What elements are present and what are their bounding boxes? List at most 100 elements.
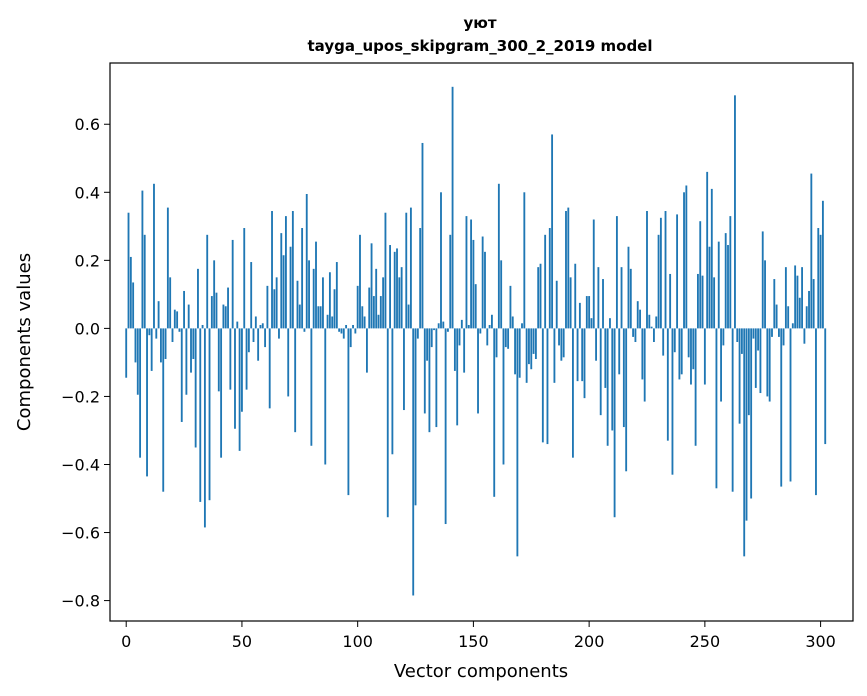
bar-128 xyxy=(421,142,424,329)
x-tick-label: 200 xyxy=(574,632,605,651)
bar-126 xyxy=(416,328,419,339)
bar-181 xyxy=(544,234,547,329)
y-axis-label: Components values xyxy=(14,253,35,431)
bar-218 xyxy=(629,268,632,329)
bar-67 xyxy=(280,233,283,329)
y-axis-ticks: −0.8 −0.6 −0.4 −0.2 0.0 0.2 0.4 0.6 xyxy=(61,115,110,611)
y-tick-label: −0.8 xyxy=(61,592,100,611)
bar-271 xyxy=(752,328,755,339)
bar-7 xyxy=(141,190,144,329)
bar-9 xyxy=(146,328,148,477)
bar-185 xyxy=(553,328,556,383)
bar-51 xyxy=(243,228,246,329)
bar-159 xyxy=(493,328,496,497)
bar-31 xyxy=(197,268,199,329)
bar-1 xyxy=(127,212,130,329)
bar-219 xyxy=(632,328,635,337)
bar-163 xyxy=(502,328,505,465)
bar-78 xyxy=(305,193,308,329)
x-tick-label: 0 xyxy=(121,632,131,651)
bar-244 xyxy=(690,328,692,385)
bar-40 xyxy=(217,328,220,392)
bar-202 xyxy=(592,219,595,329)
bar-258 xyxy=(722,328,725,346)
bar-158 xyxy=(490,314,493,329)
bar-247 xyxy=(696,273,699,329)
bar-186 xyxy=(555,280,558,329)
bar-198 xyxy=(583,328,586,399)
bar-270 xyxy=(750,328,753,499)
bar-93 xyxy=(340,328,343,334)
bar-89 xyxy=(331,316,334,329)
bar-124 xyxy=(412,328,415,596)
bar-65 xyxy=(275,277,278,329)
bar-101 xyxy=(359,234,361,329)
bar-176 xyxy=(532,328,535,354)
bar-91 xyxy=(335,262,338,329)
bar-79 xyxy=(308,260,310,329)
bar-147 xyxy=(465,216,468,329)
bar-276 xyxy=(764,260,766,329)
bar-266 xyxy=(740,328,743,354)
x-tick-label: 250 xyxy=(690,632,721,651)
bar-257 xyxy=(720,328,722,402)
bar-220 xyxy=(634,328,637,342)
bar-228 xyxy=(653,328,655,342)
bar-73 xyxy=(294,328,297,433)
bar-222 xyxy=(639,309,641,329)
bar-178 xyxy=(537,267,540,329)
bar-25 xyxy=(183,290,185,329)
bar-180 xyxy=(541,328,544,443)
bar-4 xyxy=(134,328,137,363)
bar-203 xyxy=(595,328,597,361)
bar-131 xyxy=(428,328,431,433)
bar-19 xyxy=(169,277,172,329)
bar-253 xyxy=(710,188,713,329)
bar-55 xyxy=(252,328,255,342)
bar-260 xyxy=(727,245,729,329)
bar-175 xyxy=(530,328,533,370)
bar-217 xyxy=(627,246,630,329)
bar-162 xyxy=(500,260,503,329)
bar-156 xyxy=(486,328,489,346)
bar-250 xyxy=(703,328,706,385)
bar-48 xyxy=(236,321,239,329)
bar-282 xyxy=(778,328,780,337)
bar-179 xyxy=(539,263,542,329)
bar-150 xyxy=(472,239,475,329)
bar-5 xyxy=(136,328,139,395)
bar-62 xyxy=(268,328,271,409)
bar-57 xyxy=(257,328,260,361)
bar-122 xyxy=(407,304,410,329)
bar-216 xyxy=(625,328,628,472)
bar-118 xyxy=(398,277,401,329)
bar-164 xyxy=(504,328,507,348)
bar-84 xyxy=(319,306,322,329)
bar-111 xyxy=(382,277,385,329)
bar-139 xyxy=(447,328,449,332)
x-axis-label: Vector components xyxy=(394,661,568,682)
bar-137 xyxy=(442,321,445,329)
bar-226 xyxy=(648,314,651,329)
bar-37 xyxy=(210,296,213,329)
bar-201 xyxy=(590,318,593,329)
bar-16 xyxy=(162,328,165,492)
bar-184 xyxy=(551,134,554,329)
bar-209 xyxy=(609,318,611,329)
bar-224 xyxy=(643,328,646,402)
bar-171 xyxy=(521,323,523,329)
bar-230 xyxy=(657,234,660,329)
bar-100 xyxy=(356,285,359,329)
bar-116 xyxy=(393,251,396,329)
bar-149 xyxy=(470,219,473,329)
bar-273 xyxy=(757,328,760,351)
bar-26 xyxy=(185,328,188,395)
bar-53 xyxy=(247,328,250,353)
bar-286 xyxy=(787,306,790,329)
bar-168 xyxy=(514,328,516,375)
bar-251 xyxy=(706,171,709,329)
bar-135 xyxy=(437,323,440,329)
bar-113 xyxy=(386,328,389,518)
bar-22 xyxy=(176,311,179,329)
